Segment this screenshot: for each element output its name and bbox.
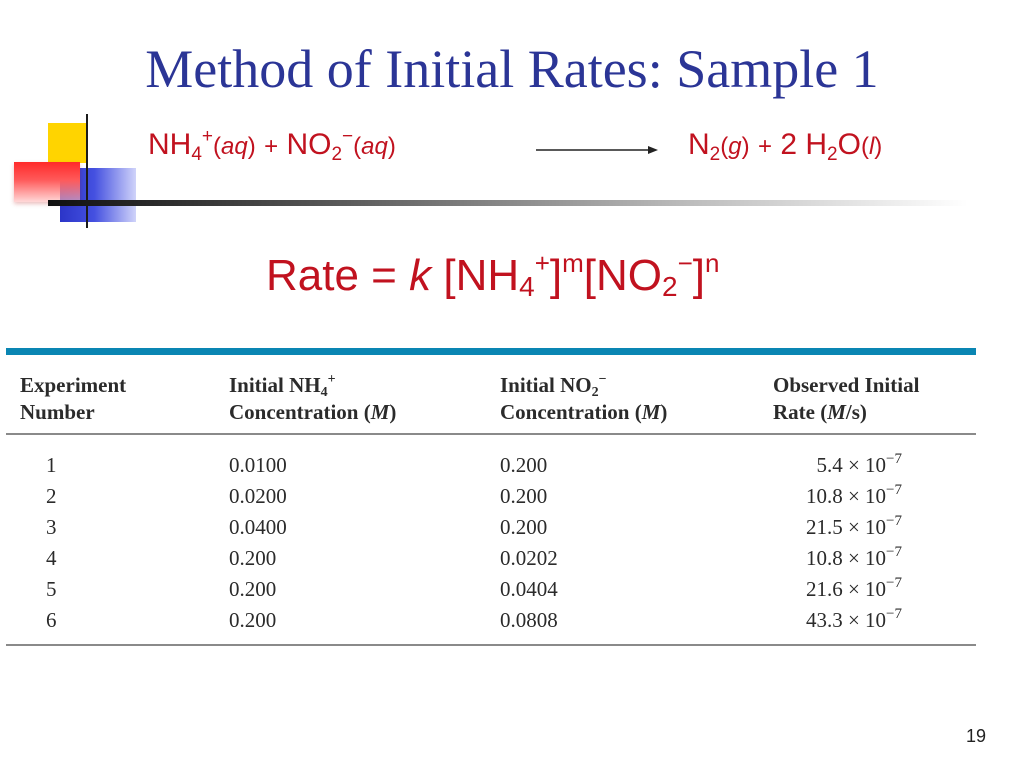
cell-no2: 0.0202: [500, 546, 558, 570]
table-bottom-rule: [6, 644, 976, 646]
rate-conc-2-charge: −: [677, 248, 693, 278]
table-body: 1 0.0100 0.200 5.4 × 10−7 2 0.0200 0.200…: [0, 452, 1024, 638]
cell-experiment: 3: [46, 515, 57, 539]
yellow-square-decoration: [48, 123, 86, 163]
product-2-species-h: H: [805, 128, 828, 161]
cell-rate: 21.5 × 10−7: [805, 513, 902, 540]
cell-nh4: 0.200: [229, 577, 277, 601]
reactant-2-species: NO: [286, 128, 332, 161]
product-2-subscript: 2: [827, 144, 838, 165]
table-row: 4 0.200 0.0202 10.8 × 10−7: [0, 545, 1024, 576]
cell-no2: 0.200: [500, 515, 548, 539]
table-top-rule: [6, 348, 976, 355]
reactant-1-species: NH: [148, 128, 192, 161]
red-square-decoration: [14, 162, 80, 202]
product-1-species: N: [688, 128, 710, 161]
cell-nh4: 0.200: [229, 608, 277, 632]
page-number: 19: [966, 726, 987, 746]
cell-no2: 0.200: [500, 484, 548, 508]
rate-conc-2: [NO: [583, 251, 663, 300]
table-row: 2 0.0200 0.200 10.8 × 10−7: [0, 483, 1024, 514]
table-row: 1 0.0100 0.200 5.4 × 10−7: [0, 452, 1024, 483]
reactant-1-subscript: 4: [191, 144, 202, 165]
vertical-rule-decoration: [86, 114, 88, 228]
rate-conc-1: [NH: [443, 251, 520, 300]
reaction-plus-2: +: [757, 133, 772, 160]
cell-nh4: 0.200: [229, 546, 277, 570]
cell-nh4: 0.0200: [229, 484, 287, 508]
cell-rate: 10.8 × 10−7: [805, 482, 902, 509]
reaction-products: N2(g) + 2 H2O(l): [688, 128, 883, 165]
rate-conc-1-charge: +: [534, 248, 550, 278]
header-initial-nh4: Initial NH4+ Concentration (M): [229, 372, 397, 425]
header-initial-no2: Initial NO2− Concentration (M): [500, 372, 668, 425]
cell-rate: 21.6 × 10−7: [805, 575, 902, 602]
reactant-1-charge: +: [201, 126, 214, 147]
cell-rate: 5.4 × 10−7: [816, 451, 902, 478]
cell-experiment: 4: [46, 546, 57, 570]
rate-conc-1-subscript: 4: [519, 271, 535, 302]
horizontal-rule-decoration: [48, 200, 968, 206]
product-1-subscript: 2: [709, 144, 721, 165]
reactant-1-phase: (aq): [213, 133, 256, 160]
reaction-arrow-icon: [536, 146, 658, 154]
cell-nh4: 0.0100: [229, 453, 287, 477]
cell-rate: 10.8 × 10−7: [805, 544, 902, 571]
product-2-phase: (l): [860, 133, 883, 160]
reaction-plus-1: +: [264, 133, 279, 160]
cell-experiment: 1: [46, 453, 57, 477]
rate-conc-1-close: ]: [549, 251, 563, 300]
reactant-2-phase: (aq): [353, 133, 396, 160]
table-header-rule: [6, 433, 976, 435]
header-observed-rate: Observed Initial Rate (M/s): [773, 373, 920, 424]
cell-no2: 0.200: [500, 453, 548, 477]
product-2-species-o: O: [837, 128, 861, 161]
rate-law: Rate = k [NH4+]m[NO2−]n: [266, 250, 720, 301]
cell-experiment: 6: [46, 608, 57, 632]
rate-conc-2-subscript: 2: [662, 271, 678, 302]
product-1-phase: (g): [720, 133, 750, 160]
reaction-reactants: NH4+(aq) + NO2−(aq): [148, 127, 396, 164]
cell-experiment: 2: [46, 484, 57, 508]
rate-order-n: n: [705, 248, 720, 278]
rate-constant-k: k: [409, 251, 432, 300]
reactant-2-subscript: 2: [331, 144, 343, 165]
rate-lhs: Rate =: [266, 251, 397, 300]
cell-rate: 43.3 × 10−7: [805, 606, 902, 633]
table-row: 5 0.200 0.0404 21.6 × 10−7: [0, 576, 1024, 607]
table-row: 6 0.200 0.0808 43.3 × 10−7: [0, 607, 1024, 638]
cell-no2: 0.0808: [500, 608, 558, 632]
slide-title: Method of Initial Rates: Sample 1: [145, 39, 879, 99]
cell-nh4: 0.0400: [229, 515, 287, 539]
table-row: 3 0.0400 0.200 21.5 × 10−7: [0, 514, 1024, 545]
header-experiment-number: Experiment Number: [20, 373, 127, 424]
rate-conc-2-close: ]: [692, 251, 706, 300]
cell-no2: 0.0404: [500, 577, 558, 601]
cell-experiment: 5: [46, 577, 57, 601]
reactant-2-charge: −: [342, 126, 354, 147]
rate-order-m: m: [562, 248, 584, 278]
product-2-coefficient: 2: [780, 128, 797, 161]
